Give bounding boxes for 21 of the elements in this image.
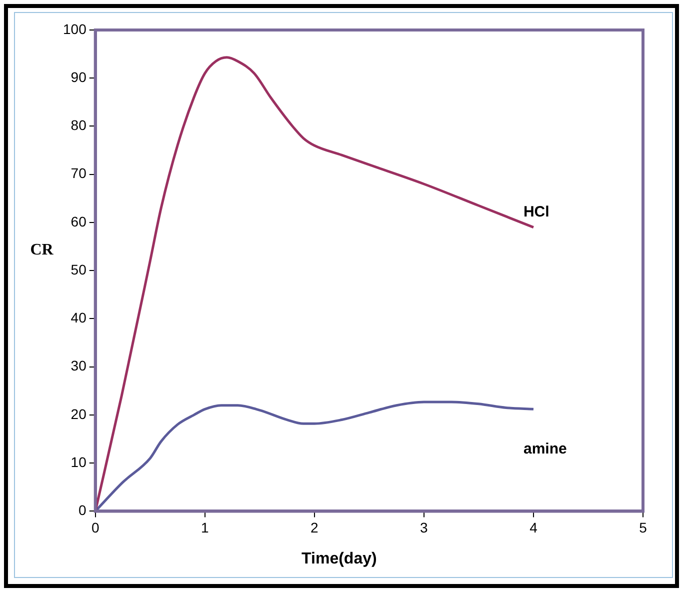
x-tick-label: 2 [310, 519, 319, 536]
y-tick-label: 70 [70, 165, 87, 182]
x-axis-title: Time(day) [302, 550, 377, 568]
x-tick-label: 4 [530, 519, 538, 536]
y-tick-label: 0 [78, 502, 87, 518]
y-tick-label: 10 [70, 454, 87, 470]
y-tick-label: 50 [70, 261, 87, 278]
x-tick-label: 5 [639, 519, 648, 536]
y-tick-label: 40 [70, 310, 87, 326]
x-tick-label: 1 [200, 519, 209, 536]
y-tick-label: 30 [70, 358, 87, 374]
y-tick-label: 100 [63, 20, 87, 37]
x-tick-label: 3 [420, 519, 428, 536]
x-tick-label: 0 [91, 519, 100, 536]
text: amine [523, 440, 567, 458]
y-tick-label: 20 [70, 406, 87, 422]
y-axis-title: CR [30, 242, 54, 259]
y-tick-label: 90 [70, 68, 87, 85]
y-tick-label: 60 [70, 213, 87, 230]
series-label: HCl [523, 203, 550, 220]
y-tick-label: 80 [70, 117, 87, 134]
